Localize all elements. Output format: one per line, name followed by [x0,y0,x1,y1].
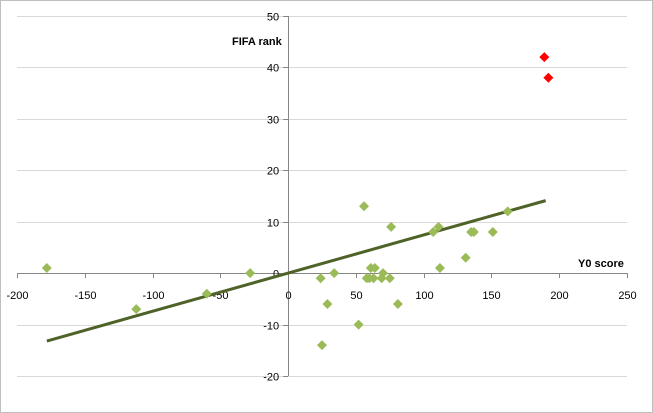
y-tick-label: 20 [267,166,279,178]
data-point [322,299,333,309]
y-tick-label: -10 [263,321,279,333]
data-point [468,227,479,237]
outlier-point [539,52,550,63]
data-point [315,273,326,284]
data-point [433,221,444,232]
y-tick-label: 50 [267,12,279,24]
x-tick-label: 200 [550,290,568,302]
data-point [369,263,380,273]
data-point [378,268,388,279]
data-point [502,206,513,217]
data-point [434,263,445,273]
data-point [329,268,340,279]
axes [17,16,628,377]
data-point [41,263,52,273]
data-point [487,227,498,237]
x-tick-label: -200 [6,290,28,302]
data-point [245,268,256,279]
y-tick-label: -20 [263,372,279,384]
data-point [201,288,212,299]
trendline [46,199,547,343]
y-axis-title: FIFA rank [232,36,283,48]
data-point [131,304,142,315]
y-tick-label: 30 [267,115,279,127]
y-tick-label: 10 [267,218,279,230]
data-point [384,273,395,284]
x-tick-label: -100 [142,290,164,302]
data-point [317,340,327,351]
data-point [460,252,471,263]
trendline-layer [46,199,547,343]
x-tick-label: 250 [618,290,636,302]
data-point [359,201,370,212]
data-point [386,221,397,232]
x-tick-label: -150 [74,290,96,302]
data-point [353,319,364,330]
y-tick-label: 0 [273,269,279,281]
data-point [428,227,439,237]
data-point [392,299,403,309]
data-points [41,52,554,351]
x-tick-label: 0 [285,290,291,302]
x-axis-title: Y0 score [578,258,624,270]
grid-lines [17,16,627,377]
y-tick-label: 40 [267,63,279,75]
x-tick-label: 100 [415,290,433,302]
outlier-point [543,72,554,83]
data-point [368,273,379,284]
x-tick-label: 50 [350,290,362,302]
x-tick-label: 150 [482,290,500,302]
